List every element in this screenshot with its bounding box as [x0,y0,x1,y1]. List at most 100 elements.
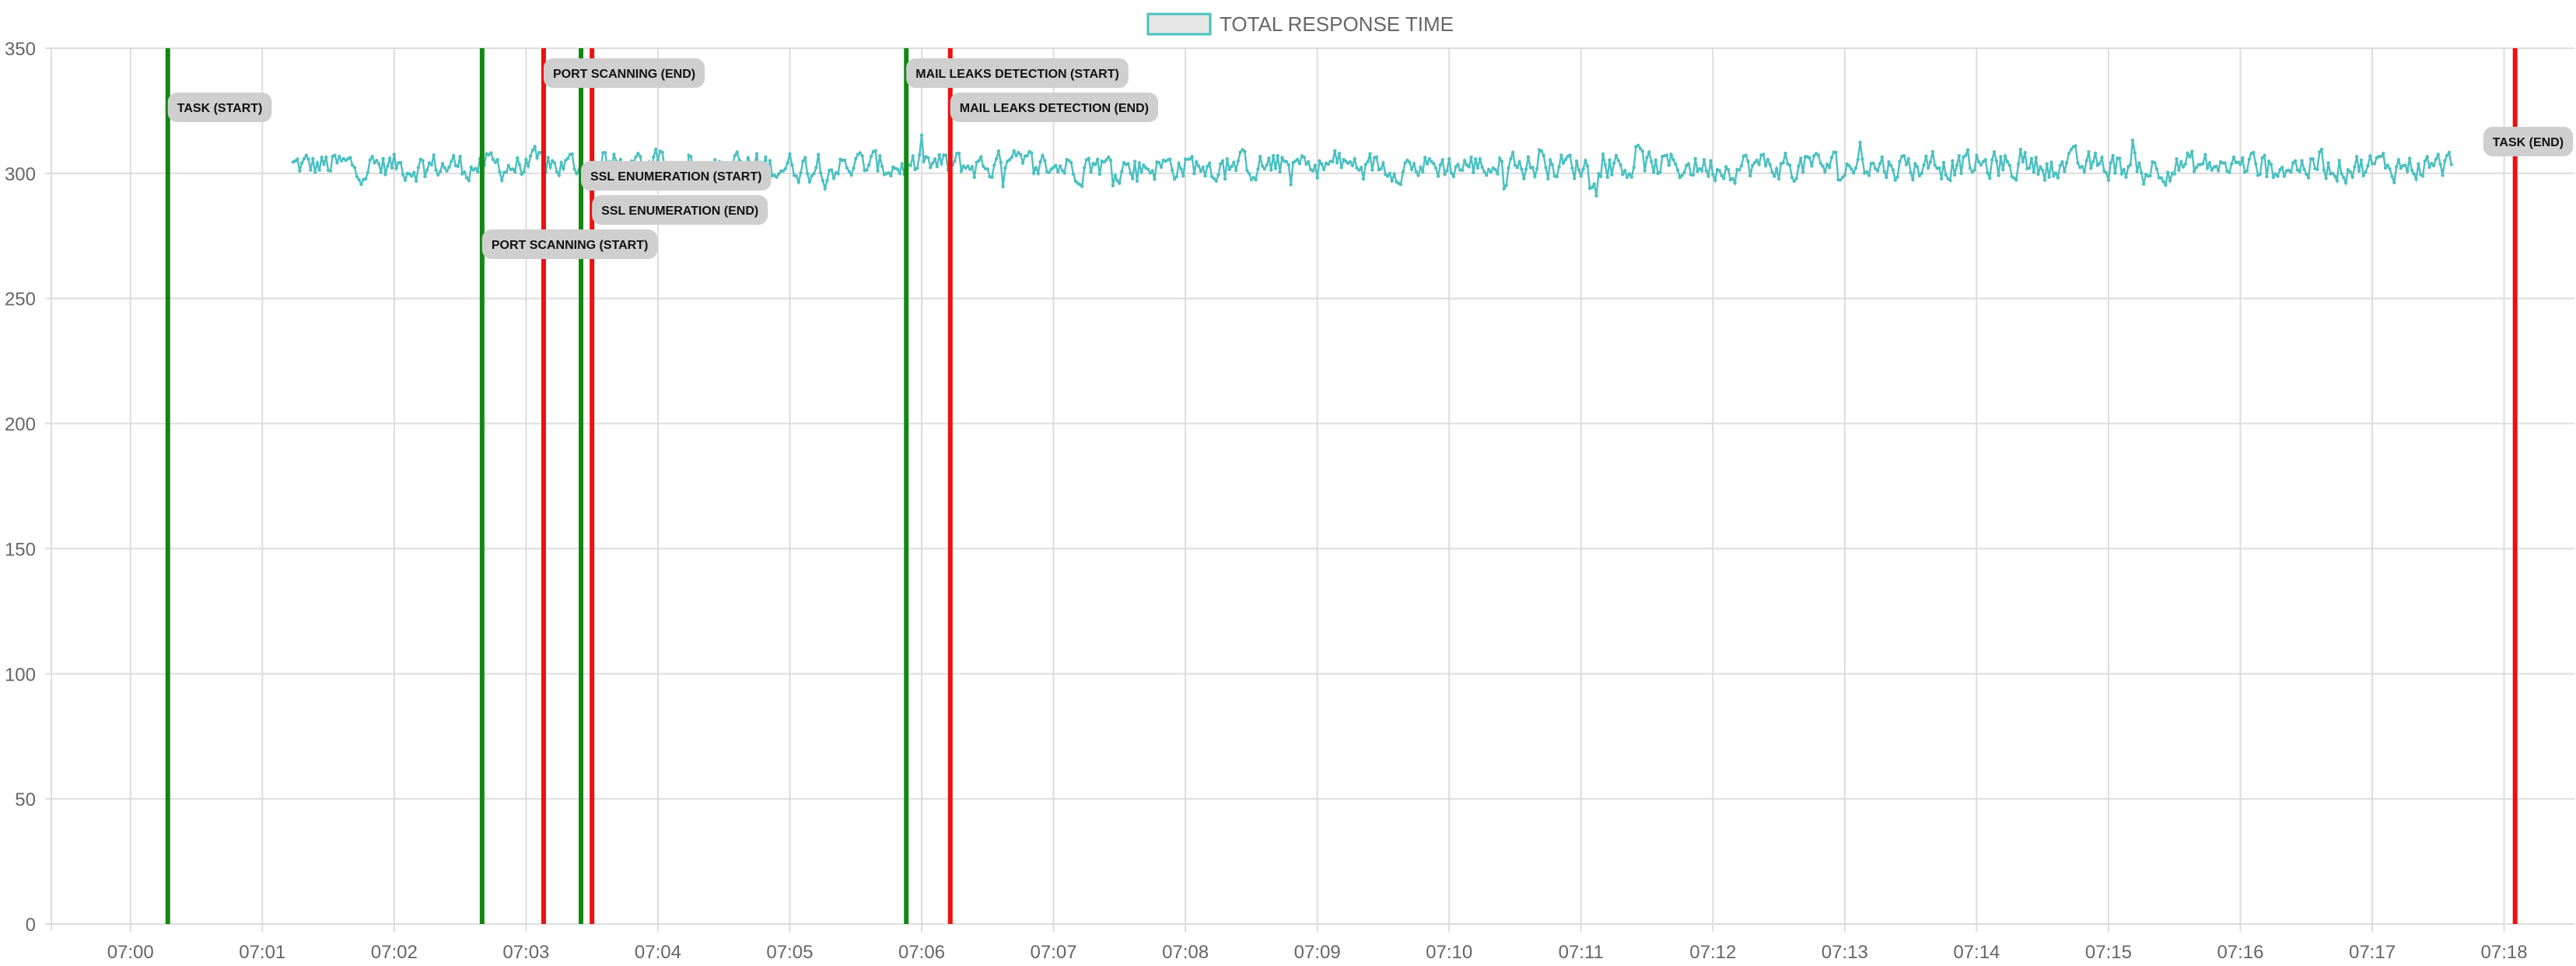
data-point [1302,155,1306,159]
data-point [1412,162,1416,166]
y-tick-label: 250 [5,289,36,310]
data-point [1746,159,1750,163]
data-point [911,154,915,158]
x-tick-label: 07:06 [898,942,945,963]
data-point [1748,173,1752,178]
data-point [1115,178,1119,183]
data-point [1561,161,1566,165]
data-point [2133,151,2137,155]
data-point [2053,171,2058,175]
data-point [2183,162,2187,166]
data-point [2179,159,2183,164]
data-point [403,178,408,182]
data-point [1475,166,1480,170]
data-point [434,168,438,172]
data-point [511,167,515,171]
data-point [781,169,786,173]
data-point [1348,159,1353,164]
data-point [2201,162,2205,166]
data-point [1493,167,1497,172]
data-point [1405,158,1409,163]
data-point [1054,163,1058,167]
x-tick-label: 07:18 [2481,942,2528,963]
data-point [1159,165,1164,169]
data-point [660,150,664,155]
data-point [1350,163,1355,167]
x-tick-label: 07:14 [1953,942,2000,963]
data-point [2269,163,2273,166]
data-point [1799,156,1803,160]
data-point [2385,163,2389,167]
data-point [634,155,638,159]
legend[interactable]: TOTAL RESPONSE TIME [1146,12,1454,36]
data-point [1691,173,1696,177]
data-point [1726,167,1731,172]
data-point [1952,173,1957,177]
data-point [1871,161,1875,166]
data-point [2372,162,2377,166]
data-point [1573,177,1577,180]
data-point [1498,156,1502,160]
data-point [1003,166,1007,170]
data-point [1539,149,1544,153]
data-point [636,152,640,156]
data-point [1619,163,1622,167]
data-point [1713,178,1717,182]
data-point [386,164,390,168]
data-point [2425,155,2429,159]
data-point [869,155,873,159]
data-point [1153,177,1157,181]
data-point [2430,162,2434,166]
data-point [2414,177,2418,181]
data-point [1559,153,1563,157]
data-point [818,170,823,175]
data-point [2016,163,2021,166]
y-tick-label: 50 [15,789,36,810]
data-point [1089,170,1093,174]
data-point [1486,167,1491,171]
data-point [1014,154,1018,158]
data-point [2192,170,2196,173]
data-point [306,157,310,161]
data-point [451,154,456,158]
data-point [1087,156,1091,160]
data-point [1821,164,1825,168]
data-point [1823,170,1827,173]
data-point [1880,155,1885,159]
data-point [1752,160,1757,165]
data-point [2342,176,2346,180]
data-point [1979,163,1983,167]
data-point [1623,169,1627,173]
annotation-label-box [950,93,1159,122]
data-point [335,161,339,165]
data-point [1230,164,1234,169]
data-point [1265,163,1269,167]
data-point [1825,163,1829,166]
data-point [1549,158,1552,162]
y-tick-label: 0 [26,915,36,936]
data-point [2207,161,2212,165]
data-point [825,178,829,182]
data-point [564,159,568,163]
data-point [2135,170,2139,173]
data-point [1738,168,1741,172]
data-point [2082,170,2087,173]
data-point [2423,159,2427,163]
data-point [2346,168,2350,172]
x-tick-label: 07:10 [1426,942,1472,963]
data-point [653,147,658,152]
data-point [1041,153,1045,158]
data-point [1568,153,1572,157]
data-point [656,158,660,162]
data-point [2337,159,2341,163]
data-point [1271,154,1276,158]
data-point [1700,169,1704,173]
data-point [1794,177,1798,180]
data-point [2410,168,2414,172]
data-point [1601,152,1605,156]
data-point [2005,159,2010,164]
annotation-label-box [543,58,705,88]
data-point [2186,151,2189,156]
y-tick-label: 200 [5,415,36,436]
data-point [551,159,555,163]
